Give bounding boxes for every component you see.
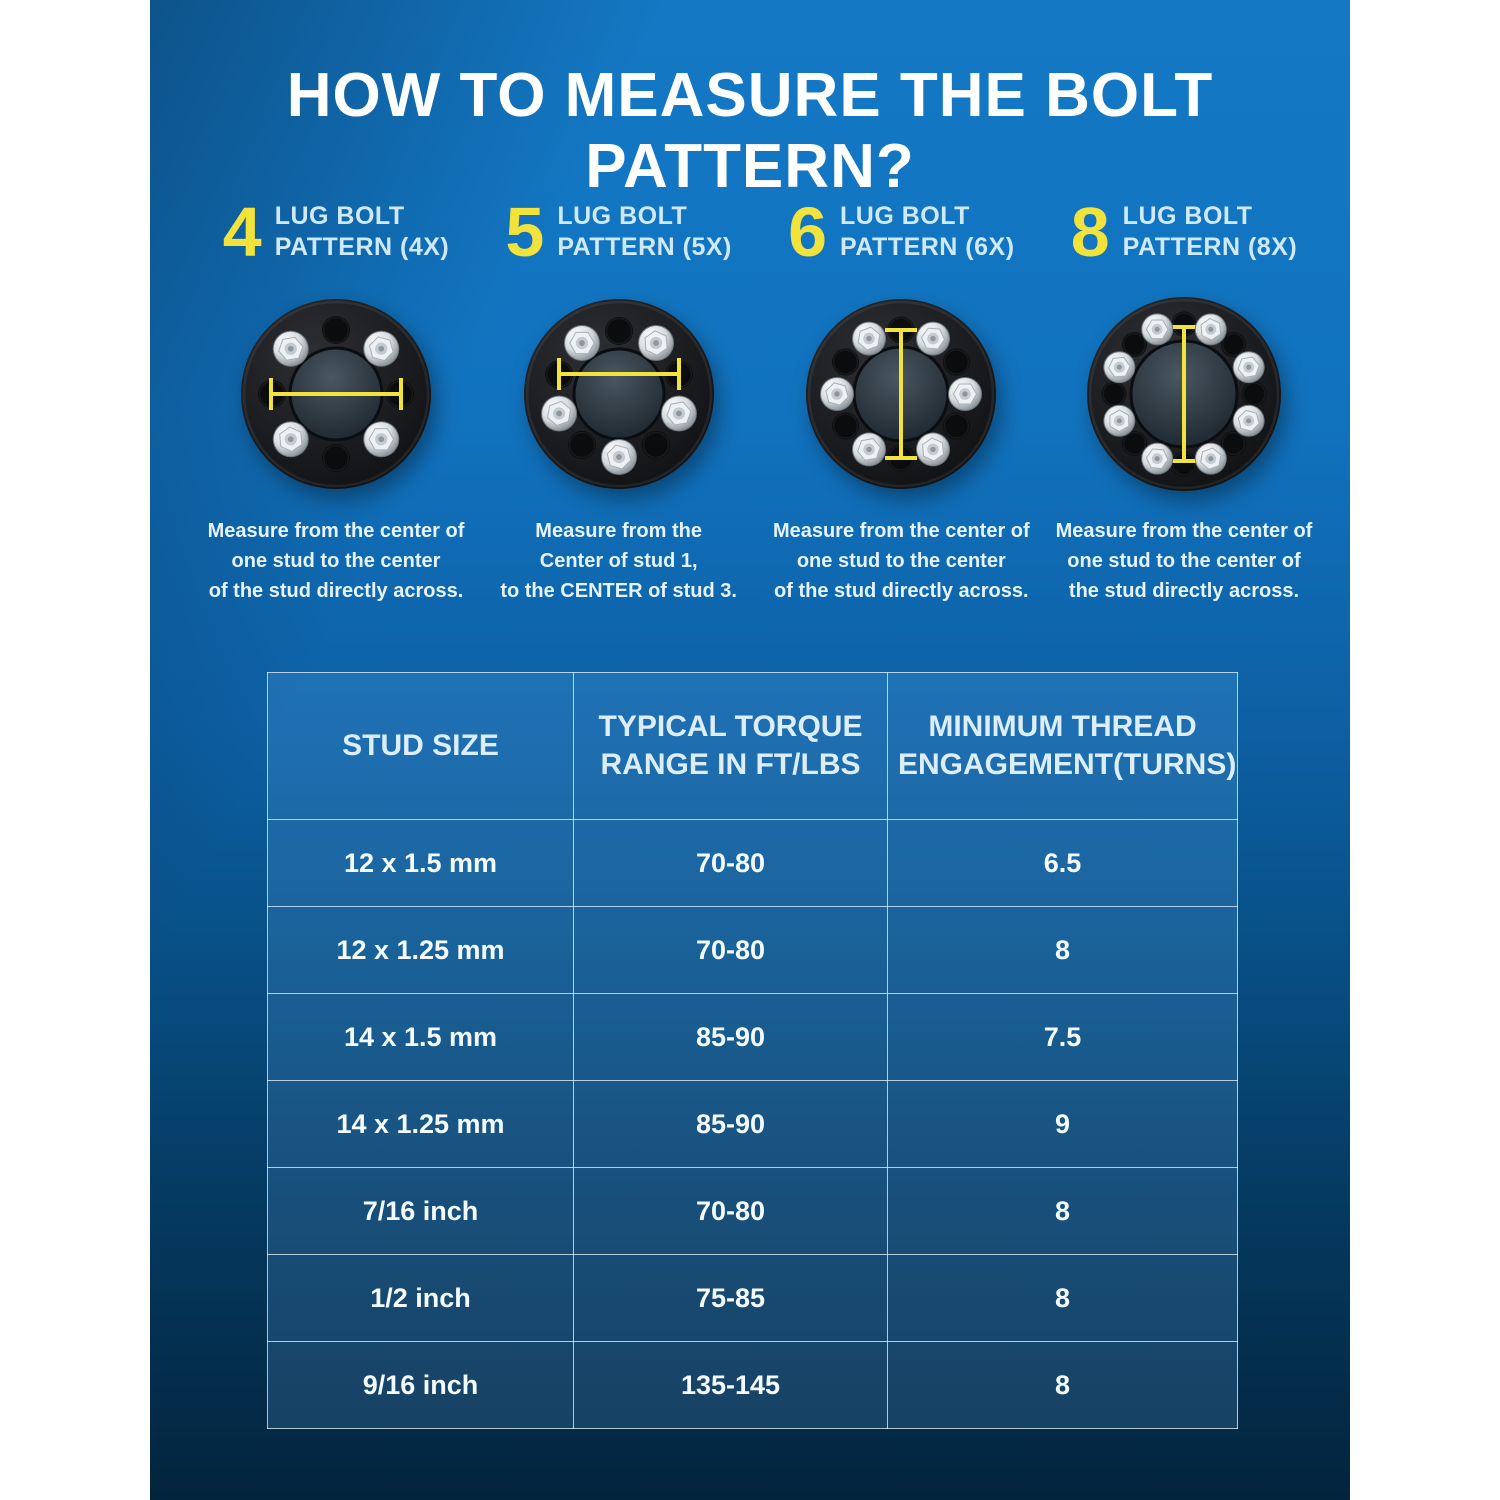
stud-icon [1141,442,1174,475]
stud-icon [916,321,951,356]
table-cell: 85-90 [573,1080,888,1168]
lug-count-number: 4 [222,193,262,271]
lug-pattern-label: LUG BOLT PATTERN (4X) [274,202,450,261]
table-cell: 14 x 1.5 mm [267,993,574,1081]
lug-pattern-header: 4 LUG BOLT PATTERN (4X) [223,196,449,268]
lug-pattern-row: 4 LUG BOLT PATTERN (4X) [150,196,1350,626]
stud-icon [1141,313,1174,346]
stud-icon [540,395,577,432]
table-cell: 6.5 [887,819,1238,907]
table-cell: 14 x 1.25 mm [267,1080,574,1168]
lug-pattern-column: 4 LUG BOLT PATTERN (4X) [200,196,472,626]
wheel-diagram-8-lug [1086,297,1281,491]
lug-pattern-header: 5 LUG BOLT PATTERN (5X) [505,196,731,268]
infographic-panel: HOW TO MEASURE THE BOLT PATTERN? 4 LUG BO… [150,0,1350,1500]
table-cell: 70-80 [573,1167,888,1255]
stud-icon [916,432,951,467]
stud-icon [363,421,400,458]
table-row: 7/16 inch 70-80 8 [267,1167,1238,1255]
measurement-caption: Measure from the Center of stud 1, to th… [500,520,737,602]
stud-icon [1232,404,1265,437]
stud-icon [1103,404,1136,437]
lug-count-number: 6 [788,193,828,271]
table-row: 9/16 inch 135-145 8 [267,1341,1238,1429]
table-cell: 8 [887,1341,1238,1429]
table-cell: 70-80 [573,819,888,907]
table-cell: 8 [887,906,1238,994]
stud-icon [272,421,309,458]
lug-pattern-column: 6 LUG BOLT PATTERN (6X) [765,196,1037,626]
wheel-diagram-6-lug [806,299,997,489]
table-row: 12 x 1.5 mm 70-80 6.5 [267,819,1238,907]
table-cell: 12 x 1.5 mm [267,819,574,907]
table-cell: 75-85 [573,1254,888,1342]
lug-pattern-label: LUG BOLT PATTERN (6X) [840,202,1015,261]
stud-icon [563,325,600,362]
lug-pattern-header: 6 LUG BOLT PATTERN (6X) [788,196,1014,268]
table-header-cell: MINIMUM THREAD ENGAGEMENT(TURNS) [887,672,1238,820]
table-cell: 7.5 [887,993,1238,1081]
stud-icon [852,321,887,356]
table-cell: 1/2 inch [267,1254,574,1342]
table-header-row: STUD SIZE TYPICAL TORQUE RANGE IN FT/LBS M… [267,672,1238,820]
stud-icon [660,395,697,432]
wheel-image [519,294,719,494]
lug-pattern-label: LUG BOLT PATTERN (5X) [557,202,732,261]
table-header-cell: TYPICAL TORQUE RANGE IN FT/LBS [573,672,888,820]
table-cell: 9/16 inch [267,1341,574,1429]
wheel-image [236,294,436,494]
table-row: 14 x 1.5 mm 85-90 7.5 [267,993,1238,1081]
lug-pattern-header: 8 LUG BOLT PATTERN (8X) [1071,196,1297,268]
measurement-caption: Measure from the center of one stud to t… [772,520,1030,602]
stud-icon [820,377,855,411]
table-cell: 135-145 [573,1341,888,1429]
wheel-image [1084,294,1284,494]
torque-spec-table: STUD SIZE TYPICAL TORQUE RANGE IN FT/LBS M… [267,672,1238,1429]
lug-pattern-column: 8 LUG BOLT PATTERN (8X) [1048,196,1320,626]
stud-icon [600,439,637,475]
measurement-caption: Measure from the center of one stud to t… [207,520,465,602]
stud-icon [272,330,309,367]
wheel-diagram-4-lug [241,299,431,489]
lug-pattern-label: LUG BOLT PATTERN (8X) [1122,202,1298,261]
stud-icon [852,432,887,467]
table-cell: 8 [887,1254,1238,1342]
stud-icon [1194,313,1227,346]
table-cell: 70-80 [573,906,888,994]
stud-icon [363,330,400,367]
stud-icon [1103,351,1136,384]
table-cell: 12 x 1.25 mm [267,906,574,994]
table-cell: 8 [887,1167,1238,1255]
stud-icon [1194,442,1227,475]
table-cell: 9 [887,1080,1238,1168]
lug-count-number: 5 [505,193,545,271]
table-header-cell: STUD SIZE [267,672,574,820]
measurement-caption: Measure from the center of one stud to t… [1055,520,1313,602]
lug-count-number: 8 [1070,193,1110,271]
wheel-image [801,294,1001,494]
table-row: 14 x 1.25 mm 85-90 9 [267,1080,1238,1168]
page-title: HOW TO MEASURE THE BOLT PATTERN? [286,61,1214,201]
stud-icon [1232,351,1265,384]
table-row: 1/2 inch 75-85 8 [267,1254,1238,1342]
table-body: 12 x 1.5 mm 70-80 6.5 12 x 1.25 mm 70-80 8 14 … [267,819,1238,1429]
table-cell: 7/16 inch [267,1167,574,1255]
table-row: 12 x 1.25 mm 70-80 8 [267,906,1238,994]
stud-icon [637,325,674,362]
lug-pattern-column: 5 LUG BOLT PATTERN (5X) [483,196,755,626]
stud-icon [948,377,983,411]
table-cell: 85-90 [573,993,888,1081]
wheel-diagram-5-lug [523,299,714,489]
